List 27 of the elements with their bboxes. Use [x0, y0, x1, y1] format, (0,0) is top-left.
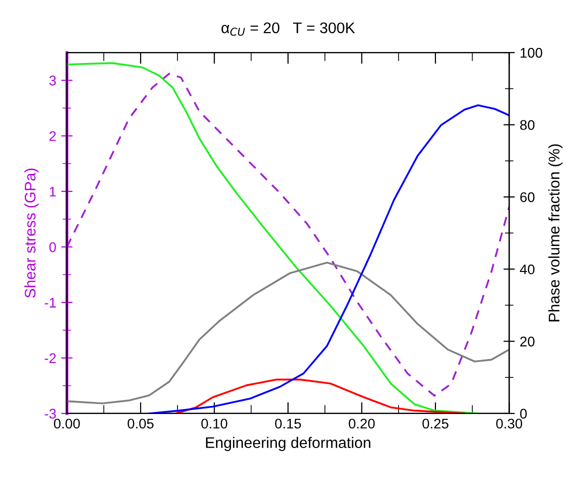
y2-tick-label: 0 — [520, 408, 527, 419]
y-tick-label: -2 — [44, 353, 56, 363]
y2-tick-label: 60 — [520, 192, 534, 202]
y2-tick-label: 40 — [520, 264, 534, 274]
y2-tick-label: 20 — [520, 336, 534, 346]
x-tick-label: 0.30 — [496, 418, 522, 429]
y-tick-label: -1 — [44, 298, 56, 308]
y2-axis-title: Phase volume fraction (%) — [548, 144, 563, 322]
y2-tick-label: 80 — [520, 120, 534, 130]
y-tick-label: 3 — [49, 76, 56, 86]
chart-title: α$_{CU}$ = 20 T = 300K — [222, 22, 355, 36]
y-tick-label: -3 — [44, 408, 56, 419]
y-axis-title: Shear stress (GPa) — [24, 168, 39, 298]
line-series — [66, 262, 510, 404]
line-series — [175, 378, 466, 414]
x-tick-label: 0.10 — [201, 418, 228, 429]
x-axis-title: Engineering deformation — [206, 436, 370, 452]
x-tick-label: 0.20 — [348, 418, 375, 429]
x-tick-label: 0.25 — [422, 418, 448, 429]
x-tick-label: 0.05 — [128, 418, 154, 429]
x-tick-label: 0.00 — [54, 418, 80, 429]
x-tick-label: 0.15 — [275, 418, 301, 429]
y-tick-label: 1 — [50, 186, 56, 196]
y-tick-label: 0 — [49, 242, 56, 252]
line-series — [148, 104, 510, 414]
y-tick-label: 2 — [49, 131, 56, 141]
y2-tick-label: 100 — [520, 48, 542, 58]
